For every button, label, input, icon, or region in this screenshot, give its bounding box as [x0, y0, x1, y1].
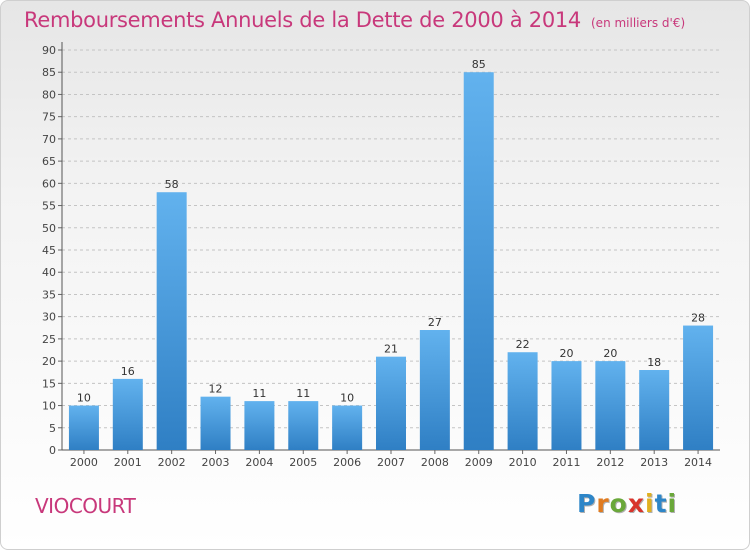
bar [244, 401, 275, 450]
chart-title: Remboursements Annuels de la Dette de 20… [24, 8, 685, 32]
bar [551, 361, 582, 450]
x-tick-label: 2005 [289, 456, 317, 469]
bar [156, 192, 187, 450]
bar [507, 352, 538, 450]
logo-letter: o [609, 489, 628, 518]
y-tick-label: 80 [42, 88, 56, 101]
data-label: 18 [647, 356, 661, 369]
y-tick-label: 0 [49, 444, 56, 457]
bars [68, 72, 714, 450]
proxiti-logo: Proxiti [577, 489, 677, 518]
x-tick-label: 2009 [465, 456, 493, 469]
bar [68, 405, 99, 450]
data-label: 11 [252, 387, 266, 400]
data-label: 20 [603, 347, 617, 360]
y-tick-label: 50 [42, 222, 56, 235]
chart-title-text: Remboursements Annuels de la Dette de 20… [24, 8, 581, 32]
x-tick-label: 2011 [552, 456, 580, 469]
bar [288, 401, 319, 450]
logo-letter: r [596, 489, 610, 518]
bar [419, 330, 450, 450]
y-tick-label: 70 [42, 133, 56, 146]
bar [639, 370, 670, 450]
commune-name: VIOCOURT [35, 494, 136, 518]
data-label: 10 [77, 392, 91, 405]
bar [200, 396, 231, 450]
x-tick-label: 2013 [640, 456, 668, 469]
data-label: 21 [384, 343, 398, 356]
data-label: 20 [559, 347, 573, 360]
x-tick-label: 2003 [202, 456, 230, 469]
data-label: 16 [121, 365, 135, 378]
bar [376, 356, 406, 450]
data-label: 22 [516, 338, 530, 351]
y-tick-label: 15 [42, 377, 56, 390]
data-label: 12 [209, 383, 223, 396]
y-tick-label: 85 [42, 66, 56, 79]
x-tick-label: 2006 [333, 456, 361, 469]
logo-letter: i [645, 489, 655, 518]
y-tick-label: 10 [42, 400, 56, 413]
x-tick-label: 2008 [421, 456, 449, 469]
x-tick-label: 2001 [114, 456, 142, 469]
y-tick-label: 40 [42, 266, 56, 279]
y-tick-label: 45 [42, 244, 56, 257]
bar [463, 72, 494, 450]
bar [683, 325, 714, 450]
data-label: 85 [472, 58, 486, 71]
data-label: 58 [165, 178, 179, 191]
x-tick-label: 2007 [377, 456, 405, 469]
logo-letter: i [667, 489, 678, 518]
x-tick-label: 2002 [158, 456, 186, 469]
y-tick-label: 60 [42, 177, 56, 190]
x-tick-label: 2010 [509, 456, 537, 469]
y-tick-label: 35 [42, 288, 56, 301]
x-tick-label: 2004 [245, 456, 273, 469]
data-label: 27 [428, 316, 442, 329]
data-label: 11 [296, 387, 310, 400]
y-tick-label: 30 [42, 311, 56, 324]
bar [595, 361, 626, 450]
bar [112, 378, 143, 450]
y-tick-label: 25 [42, 333, 56, 346]
y-tick-label: 20 [42, 355, 56, 368]
bar [332, 405, 363, 450]
y-tick-label: 90 [42, 44, 56, 57]
x-tick-label: 2014 [684, 456, 712, 469]
y-tick-label: 75 [42, 111, 56, 124]
data-label: 28 [691, 312, 705, 325]
logo-letter: t [654, 489, 668, 518]
x-tick-label: 2012 [596, 456, 624, 469]
logo-letter: P [577, 489, 597, 518]
chart-subtitle: (en milliers d'€) [591, 16, 686, 30]
x-tick-label: 2000 [70, 456, 98, 469]
data-label: 10 [340, 392, 354, 405]
labels: 0 5 10 15 20 25 30 35 40 45 50 55 60 65 70 75 80 85 90 10 20… [42, 44, 712, 469]
y-tick-label: 55 [42, 200, 56, 213]
y-tick-label: 65 [42, 155, 56, 168]
y-tick-label: 5 [49, 422, 56, 435]
logo-letter: x [627, 489, 645, 518]
